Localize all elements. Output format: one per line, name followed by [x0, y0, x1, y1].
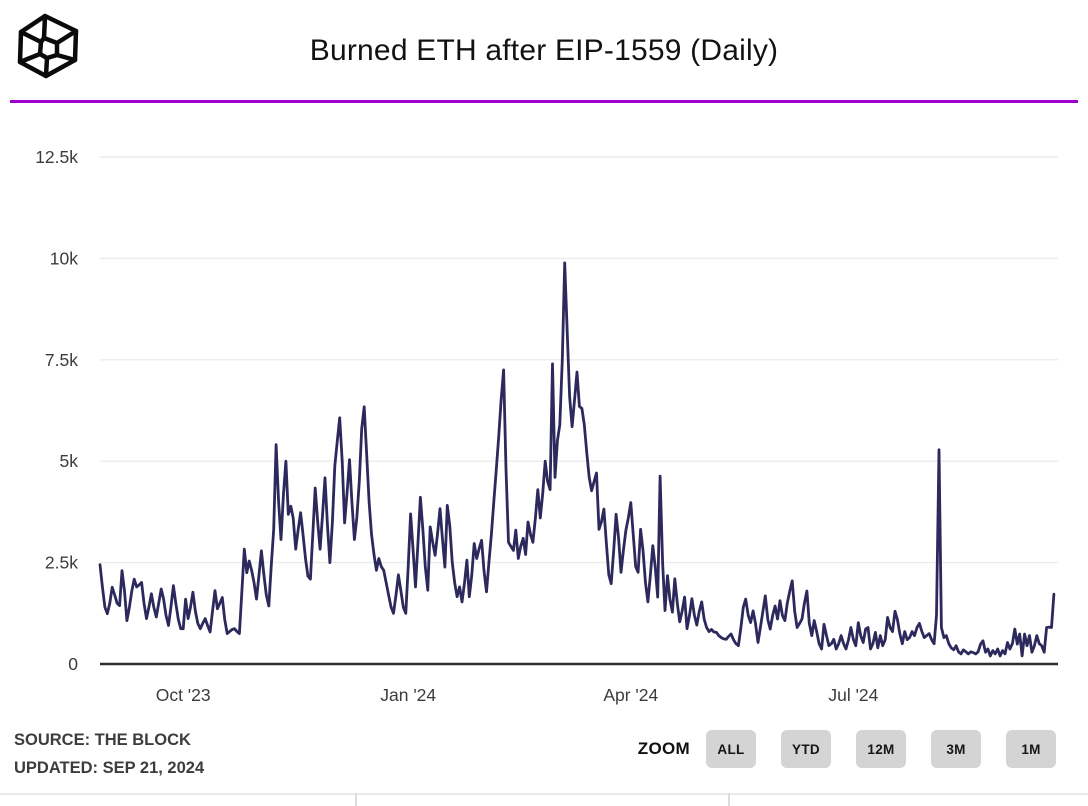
chart-title: Burned ETH after EIP-1559 (Daily) [309, 34, 779, 67]
source-block: SOURCE: THE BLOCK UPDATED: SEP 21, 2024 [14, 726, 204, 782]
updated-line: UPDATED: SEP 21, 2024 [14, 759, 205, 777]
table-column-divider [355, 793, 357, 806]
table-column-divider [728, 793, 730, 806]
y-tick-label: 12.5k [35, 147, 78, 167]
table-top-border [0, 793, 1088, 795]
zoom-label: ZOOM [637, 739, 690, 758]
x-tick-label: Oct '23 [156, 685, 211, 705]
y-tick-label: 2.5k [45, 553, 78, 573]
x-tick-label: Jul '24 [828, 685, 878, 705]
zoom-button-12m[interactable]: 12M [856, 730, 906, 768]
y-tick-label: 0 [68, 654, 78, 674]
the-block-logo-icon [17, 13, 79, 79]
zoom-button-1m[interactable]: 1M [1006, 730, 1056, 768]
accent-rule [10, 100, 1078, 103]
zoom-button-group: ALL YTD 12M 3M 1M [706, 730, 1056, 768]
x-tick-label: Apr '24 [603, 685, 658, 705]
zoom-button-ytd[interactable]: YTD [781, 730, 831, 768]
y-tick-label: 7.5k [45, 350, 78, 370]
source-line: SOURCE: THE BLOCK [14, 731, 191, 749]
y-tick-label: 10k [50, 248, 78, 268]
y-tick-label: 5k [60, 451, 79, 471]
zoom-button-3m[interactable]: 3M [931, 730, 981, 768]
x-tick-label: Jan '24 [380, 685, 436, 705]
zoom-controls: ZOOM ALL YTD 12M 3M 1M [560, 730, 1056, 768]
zoom-button-all[interactable]: ALL [706, 730, 756, 768]
burned-eth-series-line [98, 261, 1056, 658]
